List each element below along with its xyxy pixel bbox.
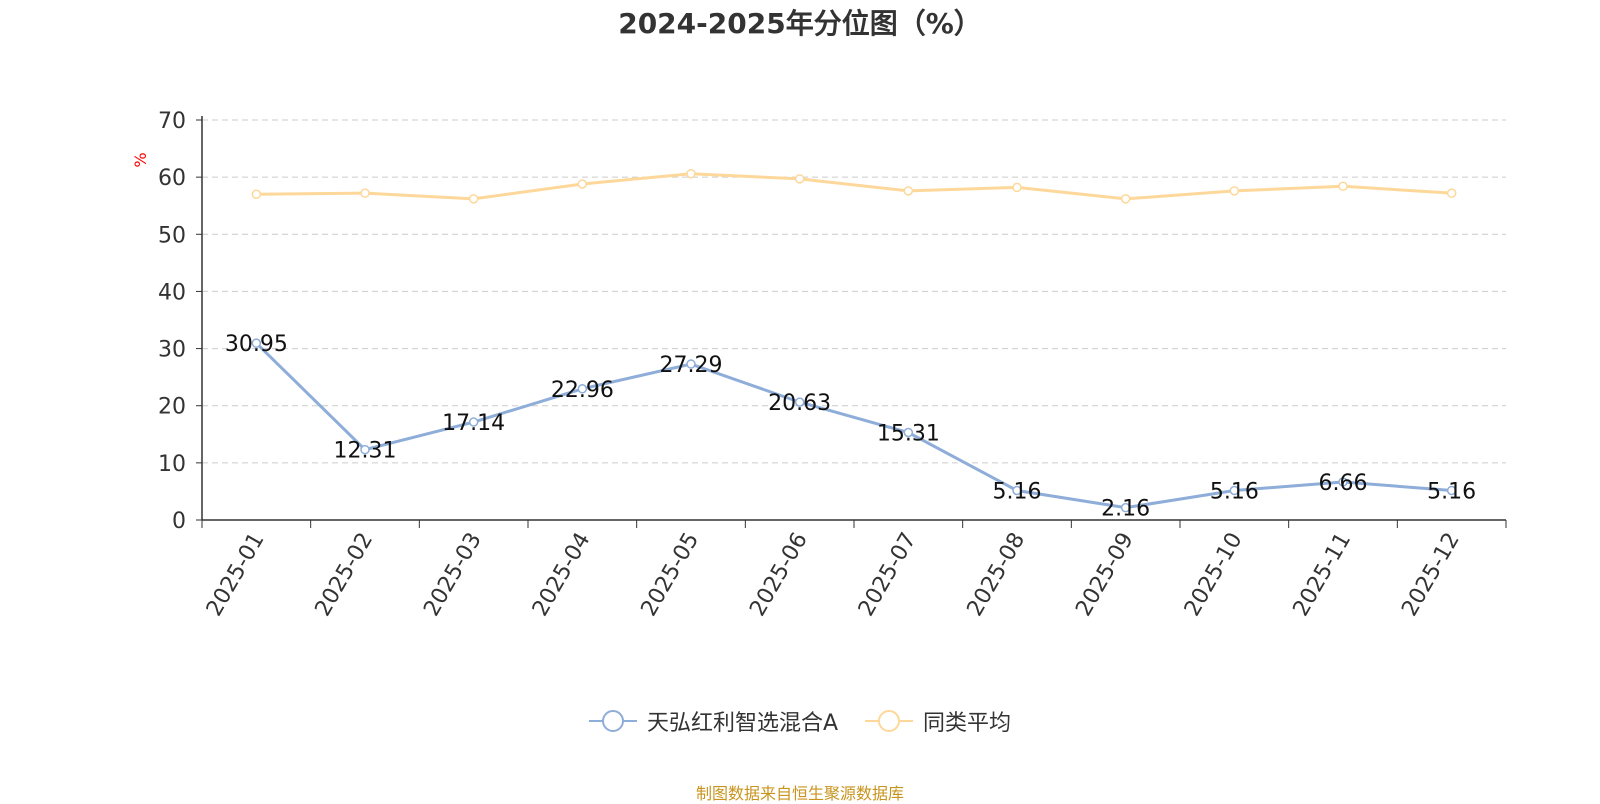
data-point [686,168,696,179]
data-label: 5.16 [1427,480,1476,505]
data-point [1229,485,1240,496]
legend-label-fund: 天弘红利智选混合A [646,711,839,736]
x-tick-label: 2025-03 [419,529,487,621]
data-point [1120,502,1131,513]
data-label: 5.16 [1210,480,1259,505]
data-point [360,444,370,455]
data-point [1012,485,1022,496]
legend-marker-fund-icon [588,710,637,732]
y-tick-label: 30 [158,338,186,363]
legend-label-average: 同类平均 [923,711,1012,736]
data-point [686,359,696,369]
data-point [794,397,805,407]
data-label: 15.31 [877,422,940,447]
x-tick-label: 2025-11 [1289,529,1357,621]
data-point [1446,188,1457,198]
data-label: 5.16 [993,480,1042,505]
data-point [1338,477,1348,487]
source-note: 制图数据来自恒生聚源数据库 [695,784,904,803]
x-tick-label: 2025-12 [1397,529,1465,621]
data-point [251,189,262,200]
chart-title: 2024-2025年分位图（%） [618,7,982,40]
x-tick-label: 2025-05 [637,529,705,621]
data-point [251,338,262,348]
legend: 天弘红利智选混合A 同类平均 [0,705,1600,739]
series-line-0 [255,342,1452,510]
x-tick-label: 2025-10 [1180,529,1248,621]
data-label: 6.66 [1319,471,1368,496]
x-tick-label: 2025-01 [202,529,270,621]
legend-item-average[interactable]: 同类平均 [865,705,1011,737]
data-point [468,194,479,204]
data-label: 30.95 [225,332,288,357]
x-tick-label: 2025-08 [963,529,1031,621]
y-tick-label: 60 [158,166,186,191]
x-tick-label: 2025-06 [745,529,813,621]
y-tick-label: 20 [158,395,186,420]
data-label: 27.29 [660,353,723,378]
y-tick-label: 50 [158,223,186,248]
data-point [1012,182,1022,193]
data-point [360,188,370,198]
y-tick-label: 40 [158,280,186,305]
y-axis-label: % [131,152,150,167]
data-point [903,186,914,196]
data-point [1446,485,1457,496]
data-label: 2.16 [1101,497,1150,522]
data-point [468,417,479,427]
x-tick-label: 2025-09 [1071,529,1139,621]
data-point [794,174,805,184]
data-label: 20.63 [768,391,831,416]
data-point [1120,194,1131,204]
x-tick-label: 2025-07 [854,529,922,621]
data-point [903,427,914,438]
data-point [1229,186,1240,196]
x-tick-label: 2025-04 [528,529,596,621]
data-label: 22.96 [551,378,614,403]
data-point [577,384,588,394]
data-point [1338,181,1348,192]
data-label: 12.31 [334,439,397,464]
y-tick-label: 10 [158,452,186,477]
y-tick-label: 70 [158,109,186,134]
x-tick-label: 2025-02 [311,529,379,621]
legend-item-fund[interactable]: 天弘红利智选混合A [588,705,839,737]
y-tick-label: 0 [172,509,186,534]
data-label: 17.14 [442,411,505,436]
legend-marker-average-icon [865,710,914,732]
series-line-1 [256,172,1452,201]
data-point [577,179,588,189]
